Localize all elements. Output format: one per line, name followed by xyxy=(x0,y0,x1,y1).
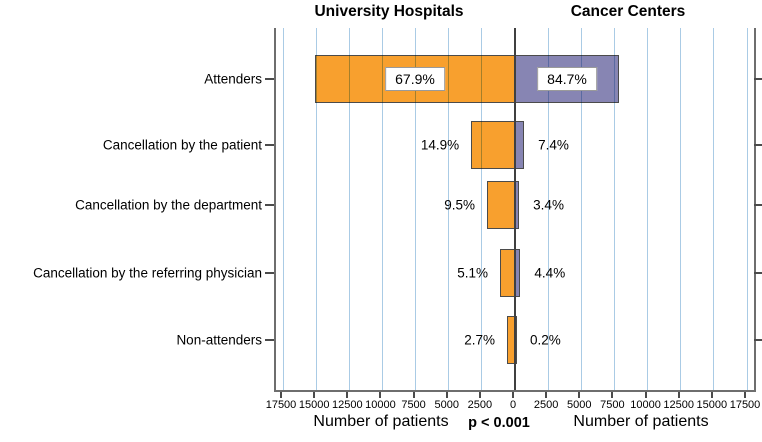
gridline xyxy=(315,28,317,390)
x-axis-tick-label: 5000 xyxy=(434,399,459,411)
x-axis-tick xyxy=(644,392,647,398)
percent-label-university-hospitals-attenders: 67.9% xyxy=(385,67,445,91)
percent-label-university-hospitals-cancellation-by-the-referring-physician: 5.1% xyxy=(457,265,489,281)
x-axis-tick xyxy=(611,392,614,398)
x-axis-tick-label: 17500 xyxy=(729,399,761,411)
gridline xyxy=(580,28,582,390)
bar-university-hospitals-cancellation-by-the-department xyxy=(487,181,515,229)
plot-area: 67.9% 84.7% 14.9% 7.4% 9.5% 3.4% 5.1% 4.4% 2.7% 0… xyxy=(274,28,756,392)
x-axis-tick xyxy=(412,392,415,398)
x-axis-tick-label: 7500 xyxy=(401,399,426,411)
x-axis-tick xyxy=(744,392,746,398)
p-value-annotation: p < 0.001 xyxy=(468,415,530,431)
percent-label-university-hospitals-non-attenders: 2.7% xyxy=(464,332,496,348)
percent-label-cancer-centers-attenders: 84.7% xyxy=(537,67,597,91)
category-tick-right xyxy=(754,339,762,341)
gridline xyxy=(746,28,748,390)
x-axis-tick xyxy=(280,392,282,398)
percent-label-cancer-centers-cancellation-by-the-department: 3.4% xyxy=(533,197,564,213)
category-tick-left xyxy=(265,339,274,341)
x-axis-tick-label: 10000 xyxy=(365,399,396,411)
category-label-attenders: Attenders xyxy=(204,71,262,87)
gridline xyxy=(647,28,649,390)
gridline xyxy=(448,28,450,390)
category-tick-left xyxy=(265,78,274,80)
x-axis-tick-label: 0 xyxy=(509,399,517,411)
gridline xyxy=(547,28,549,390)
x-axis-tick-label: 2500 xyxy=(467,399,493,411)
gridline xyxy=(481,28,483,390)
gridline xyxy=(381,28,383,390)
x-axis-tick-label: 7500 xyxy=(600,399,625,411)
category-tick-left xyxy=(265,143,274,146)
x-axis-tick xyxy=(677,392,680,398)
x-axis-tick xyxy=(512,392,514,398)
category-label-non-attenders: Non-attenders xyxy=(176,332,262,348)
percent-label-university-hospitals-cancellation-by-the-patient: 14.9% xyxy=(420,137,460,152)
category-tick-right xyxy=(754,272,762,274)
x-axis-tick-label: 12500 xyxy=(663,399,694,411)
category-tick-left xyxy=(265,204,274,206)
gridline xyxy=(415,28,417,390)
category-tick-right xyxy=(754,143,762,146)
percent-label-cancer-centers-non-attenders: 0.2% xyxy=(530,332,561,348)
percent-label-university-hospitals-cancellation-by-the-department: 9.5% xyxy=(444,197,476,213)
x-axis-tick xyxy=(710,392,713,398)
category-label-cancellation-by-the-patient: Cancellation by the patient xyxy=(102,137,262,152)
x-axis-tick xyxy=(578,392,581,398)
gridline xyxy=(282,28,284,390)
bar-university-hospitals-cancellation-by-the-patient xyxy=(471,120,515,169)
gridline xyxy=(348,28,350,390)
x-axis-tick xyxy=(545,392,548,398)
percent-label-cancer-centers-cancellation-by-the-referring-physician: 4.4% xyxy=(534,265,566,281)
x-axis-tick-label: 15000 xyxy=(696,399,728,411)
gridline xyxy=(613,28,615,390)
gridline xyxy=(713,28,715,390)
category-tick-right xyxy=(754,78,762,80)
category-label-cancellation-by-the-department: Cancellation by the department xyxy=(75,197,262,213)
x-axis-tick xyxy=(478,392,481,398)
x-axis-tick-label: 10000 xyxy=(630,399,661,411)
x-axis-tick xyxy=(313,392,316,398)
x-axis-tick xyxy=(379,392,382,398)
x-axis-tick-label: 2500 xyxy=(533,399,559,411)
zero-axis-line xyxy=(514,28,516,390)
x-axis-label-right: Number of patients xyxy=(573,413,709,430)
right-panel-title: Cancer Centers xyxy=(570,3,686,20)
x-axis-tick xyxy=(445,392,448,398)
category-label-cancellation-by-the-referring-physician: Cancellation by the referring physician xyxy=(33,265,262,281)
x-axis-tick xyxy=(346,392,349,398)
x-axis-label-left: Number of patients xyxy=(313,413,449,430)
category-tick-right xyxy=(754,204,762,206)
x-axis-tick-label: 12500 xyxy=(331,399,363,411)
percent-label-cancer-centers-cancellation-by-the-patient: 7.4% xyxy=(538,137,569,152)
x-axis-tick-label: 5000 xyxy=(567,399,592,411)
category-tick-left xyxy=(265,272,274,274)
gridline xyxy=(680,28,682,390)
left-panel-title: University Hospitals xyxy=(314,3,464,20)
bar-university-hospitals-cancellation-by-the-referring-physician xyxy=(500,249,515,297)
x-axis-tick-label: 17500 xyxy=(265,399,297,411)
x-axis-tick-label: 15000 xyxy=(298,399,330,411)
bar-cancer-centers-cancellation-by-the-patient xyxy=(515,120,525,169)
